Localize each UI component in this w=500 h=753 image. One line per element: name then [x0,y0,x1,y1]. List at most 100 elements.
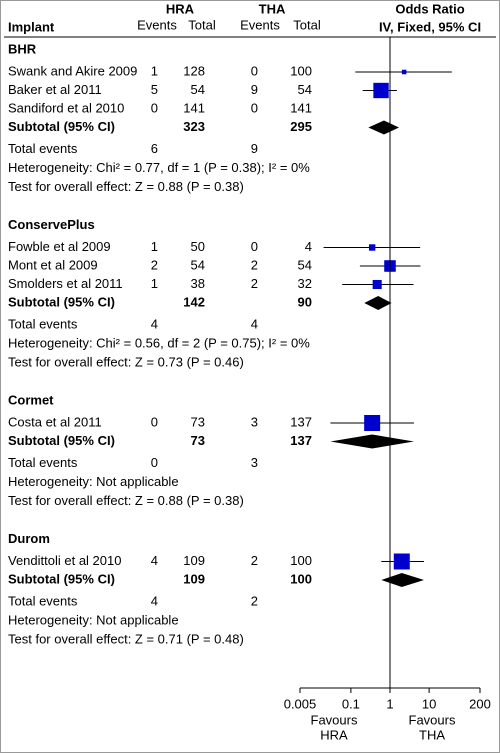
heterogeneity: Heterogeneity: Chi² = 0.77, df = 1 (P = … [8,160,310,175]
header-tha: THA [259,1,286,16]
total-events: 4 [251,316,258,331]
study-name: Fowble et al 2009 [8,239,111,254]
study-name: Costa et al 2011 [8,414,102,429]
total-events: 6 [151,141,158,156]
total: 54 [298,257,312,272]
total: 32 [298,276,312,291]
study-box [364,415,381,431]
study-name: Smolders et al 2011 [8,276,123,291]
total: 54 [298,82,312,97]
study-name: Mont et al 2009 [8,257,98,272]
total-events-label: Total events [8,141,78,156]
events: 1 [151,239,158,254]
study-name: Baker et al 2011 [8,82,102,97]
subtotal-label: Subtotal (95% CI) [8,571,115,586]
header-total: Total [293,17,321,32]
header-total: Total [188,17,216,32]
events: 1 [151,276,158,291]
header-events: Events [137,17,177,32]
total: 38 [191,276,205,291]
subtotal-label: Subtotal (95% CI) [8,433,115,448]
header-events: Events [240,17,280,32]
events: 0 [251,239,258,254]
heterogeneity: Heterogeneity: Not applicable [8,612,179,627]
group-name: Durom [8,531,50,546]
events: 9 [251,82,258,97]
events: 3 [251,414,258,429]
study-box [401,69,407,75]
events: 2 [251,257,258,272]
header-implant: Implant [8,19,55,34]
group-name: ConservePlus [8,217,95,232]
total: 100 [290,553,312,568]
x-tick-label: 10 [422,696,436,711]
study-name: Vendittoli et al 2010 [8,553,121,568]
overall-effect: Test for overall effect: Z = 0.88 (P = 0… [8,179,244,194]
study-box [373,82,389,99]
total: 100 [290,63,312,78]
events: 0 [151,100,158,115]
x-tick-label: 0.1 [342,696,360,711]
total: 54 [191,257,205,272]
events: 0 [251,100,258,115]
total-events: 2 [251,593,258,608]
favours-right: THA [419,727,445,742]
subtotal-total: 90 [298,294,312,309]
total-events: 4 [151,593,158,608]
total-events: 9 [251,141,258,156]
subtotal-diamond [364,296,392,310]
subtotal-total: 323 [183,119,205,134]
heterogeneity: Heterogeneity: Chi² = 0.56, df = 2 (P = … [8,335,310,350]
subtotal-diamond [330,434,414,449]
overall-effect: Test for overall effect: Z = 0.73 (P = 0… [8,354,244,369]
x-tick-label: 0.005 [284,696,317,711]
total: 54 [191,82,205,97]
events: 5 [151,82,158,97]
events: 1 [151,63,158,78]
total: 137 [290,414,312,429]
events: 4 [151,553,158,568]
total: 50 [191,239,205,254]
favours-right: Favours [409,712,456,727]
subtotal-label: Subtotal (95% CI) [8,294,115,309]
x-tick-label: 200 [469,696,491,711]
total: 128 [183,63,205,78]
subtotal-total: 100 [290,571,312,586]
header-hra: HRA [166,1,195,16]
study-box [393,553,410,570]
total: 141 [290,100,312,115]
subtotal-total: 295 [290,119,312,134]
header-method: IV, Fixed, 95% CI [379,19,481,34]
events: 2 [251,553,258,568]
total-events-label: Total events [8,316,78,331]
favours-left: Favours [311,712,358,727]
study-name: Sandiford et al 2010 [8,100,124,115]
total-events: 4 [151,316,158,331]
group-name: Cormet [8,392,54,407]
total-events-label: Total events [8,593,78,608]
overall-effect: Test for overall effect: Z = 0.71 (P = 0… [8,631,244,646]
total-events: 3 [251,455,258,470]
study-name: Swank and Akire 2009 [8,63,137,78]
total-events: 0 [151,455,158,470]
total: 109 [183,553,205,568]
study-box [372,279,382,290]
x-tick-label: 1 [386,696,393,711]
total: 141 [183,100,205,115]
subtotal-total: 109 [183,571,205,586]
favours-left: HRA [320,727,348,742]
subtotal-total: 137 [290,433,312,448]
total-events-label: Total events [8,455,78,470]
subtotal-total: 142 [183,294,205,309]
total: 4 [305,239,312,254]
overall-effect: Test for overall effect: Z = 0.88 (P = 0… [8,493,244,508]
events: 2 [251,276,258,291]
events: 0 [251,63,258,78]
subtotal-label: Subtotal (95% CI) [8,119,115,134]
events: 2 [151,257,158,272]
total: 73 [191,414,205,429]
group-name: BHR [8,41,37,56]
